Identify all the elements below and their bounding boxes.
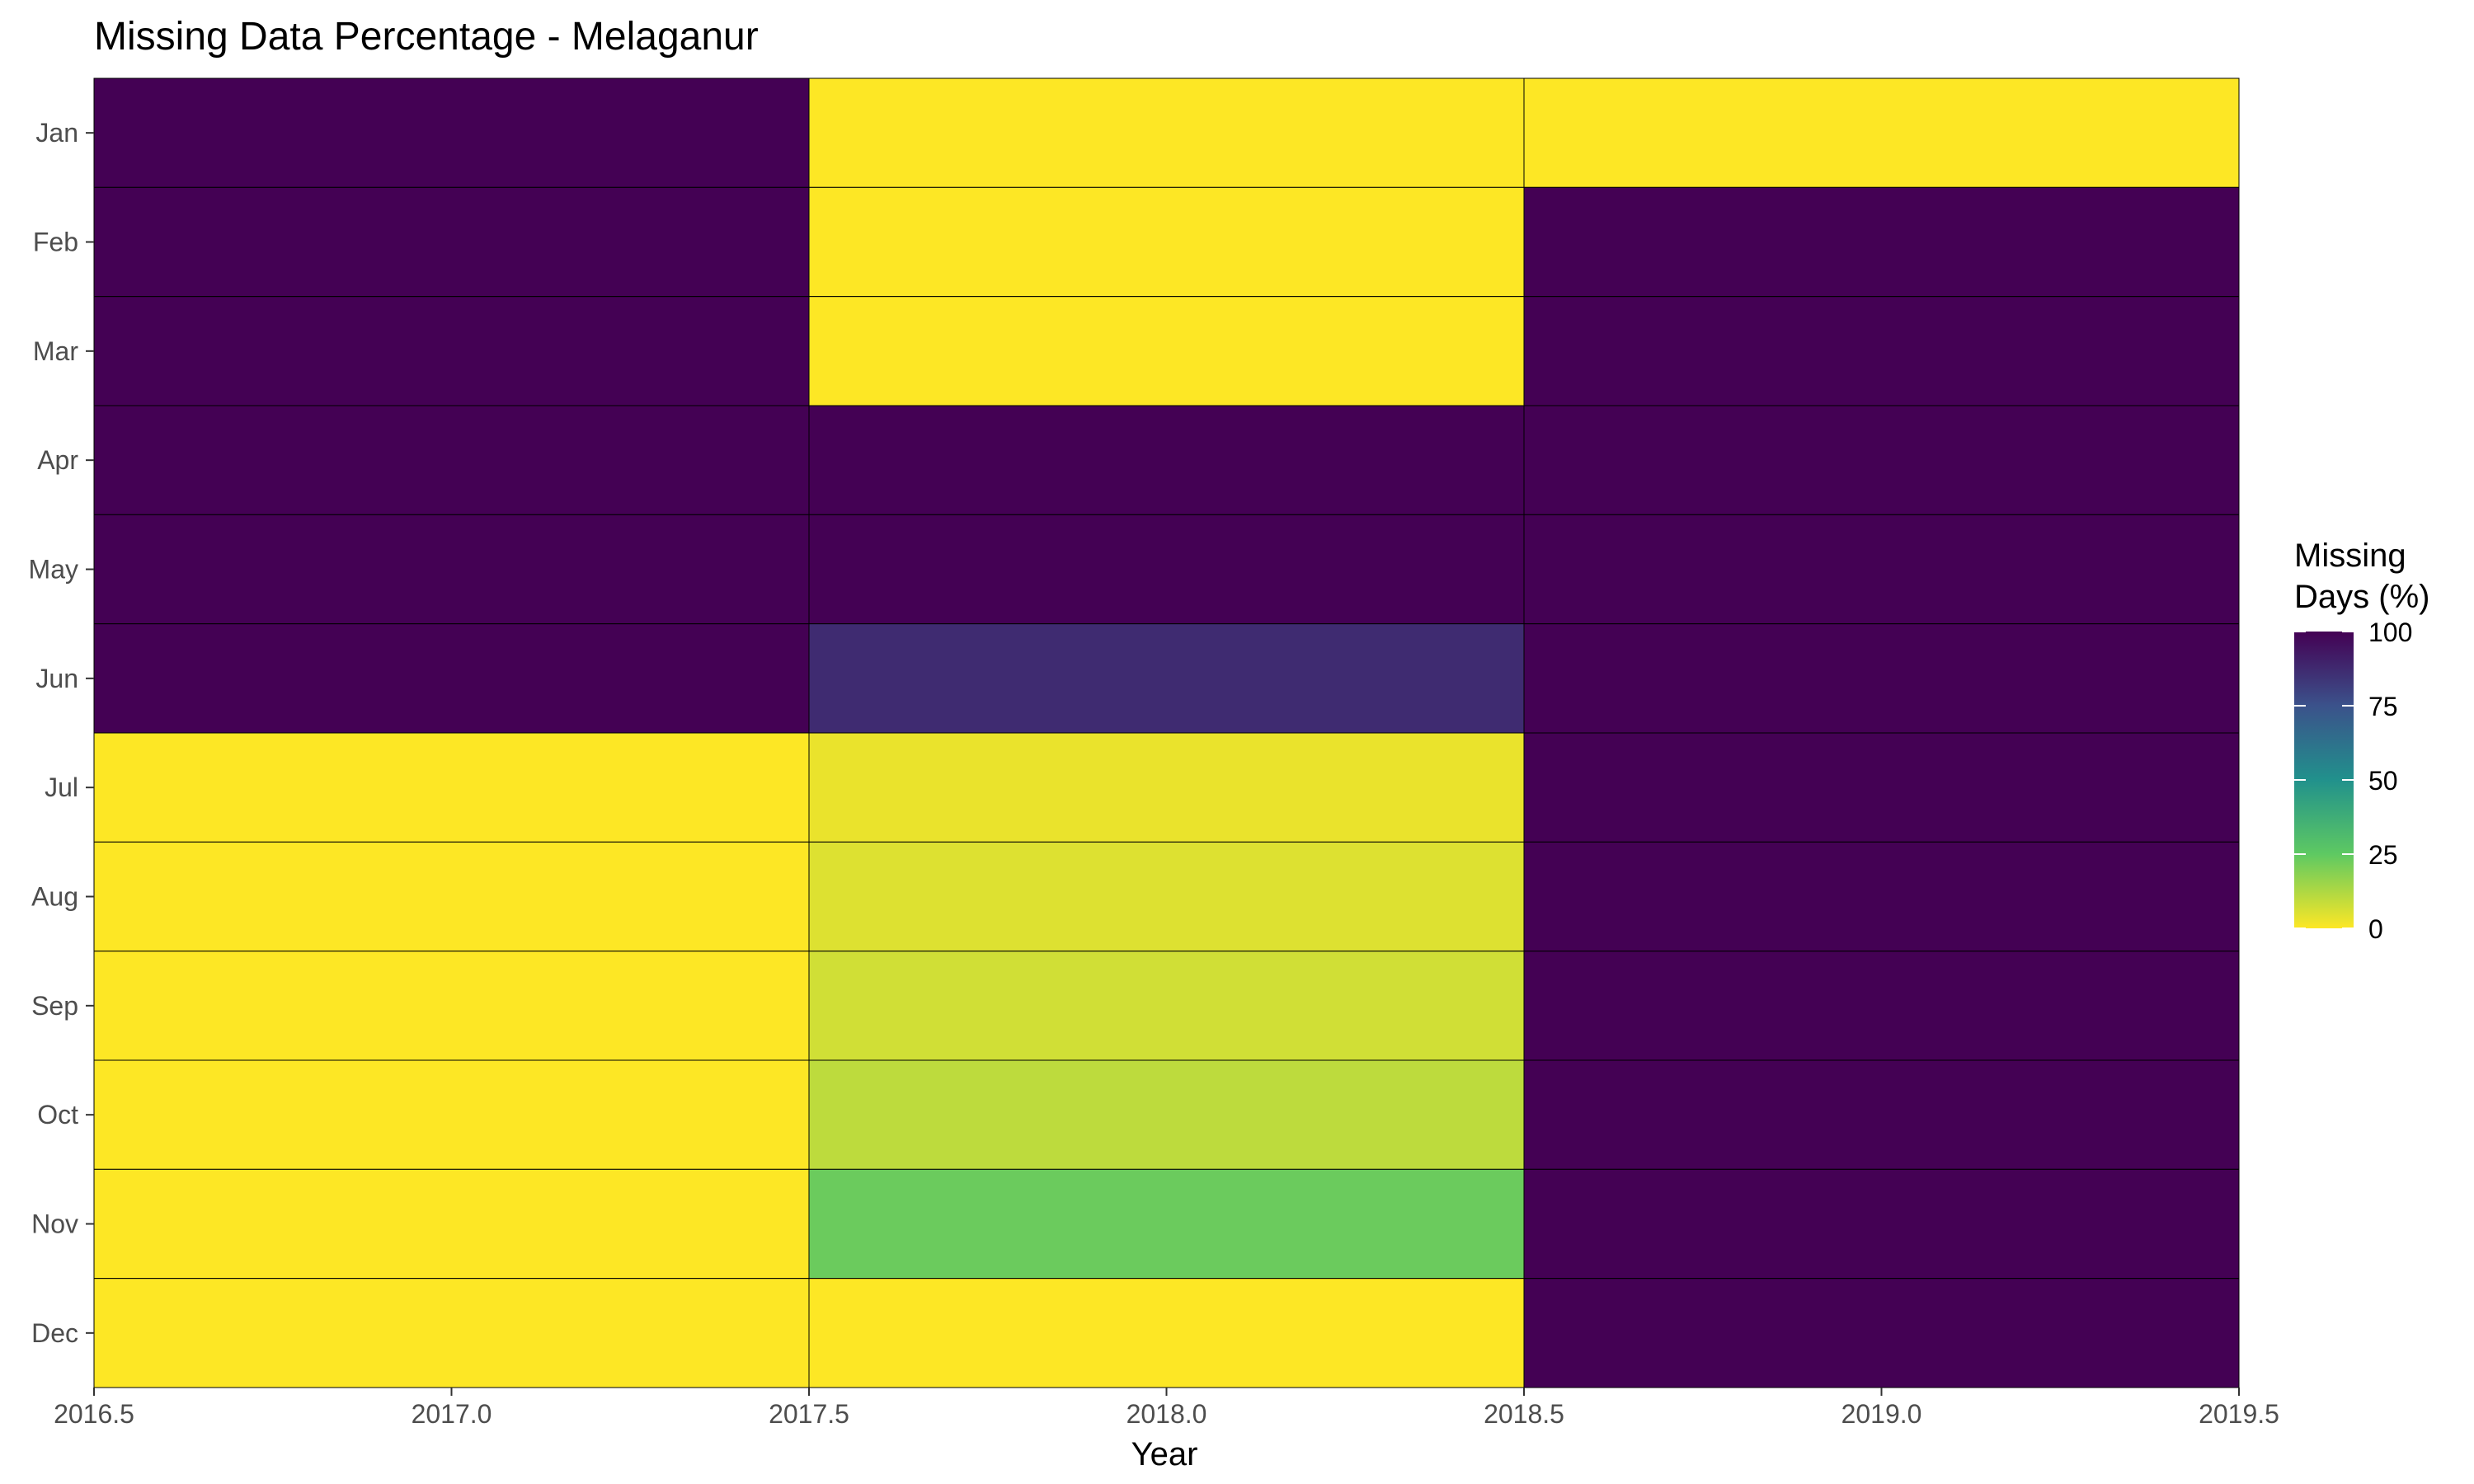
x-tick-label: 2018.5 [1484,1399,1564,1429]
y-tick-label: May [29,555,78,585]
x-axis: 2016.5 2017.0 2017.5 2018.0 2018.5 2019.0 2019… [54,1388,2279,1429]
legend-tick-label: 75 [2368,692,2398,721]
x-tick-label: 2018.0 [1126,1399,1207,1429]
heatmap-cell [808,841,1525,952]
heatmap-cell [93,1168,810,1280]
heatmap-cell [93,186,810,298]
heatmap-cell [808,951,1525,1061]
heatmap-cell [93,1059,810,1170]
heatmap-cell [1523,1278,2240,1388]
x-axis-title: Year [1131,1436,1198,1472]
x-tick-label: 2019.0 [1841,1399,1922,1429]
heatmap-cell [93,951,810,1061]
y-tick-label: Jun [35,664,78,693]
heatmap-cell [93,296,810,406]
heatmap-cell [1523,841,2240,952]
legend-title-line-2: Days (%) [2294,579,2429,615]
heatmap-cells [93,77,2240,1388]
heatmap-cell [808,186,1525,298]
heatmap-cell [93,623,810,734]
heatmap-cell [1523,77,2240,188]
legend-title-line-1: Missing [2294,538,2406,574]
heatmap-cell [93,77,810,188]
y-tick-label: Jan [35,118,78,148]
heatmap-cell [93,1278,810,1388]
heatmap-cell [808,405,1525,515]
legend-tick-label: 100 [2368,618,2412,647]
heatmap-cell [93,732,810,843]
legend-tick-label: 25 [2368,840,2398,870]
x-tick-label: 2017.5 [769,1399,849,1429]
heatmap-cell [1523,623,2240,734]
heatmap-cell [808,623,1525,734]
heatmap-cell [1523,186,2240,298]
y-tick-label: Sep [31,991,78,1021]
heatmap-cell [93,405,810,515]
y-tick-label: Aug [31,882,78,912]
heatmap-cell [1523,1168,2240,1280]
chart-title: Missing Data Percentage - Melaganur [94,15,759,59]
heatmap-cell [1523,296,2240,406]
legend-ticks: 100 75 50 25 0 [2294,618,2412,944]
heatmap-cell [1523,405,2240,515]
y-tick-label: Dec [31,1318,78,1348]
heatmap-cell [1523,732,2240,843]
y-tick-label: Apr [37,445,78,475]
heatmap-cell [808,514,1525,625]
legend-tick-label: 50 [2368,766,2398,796]
heatmap-cell [1523,514,2240,625]
heatmap-cell [808,1059,1525,1170]
heatmap-cell [93,841,810,952]
y-axis: Jan Feb Mar Apr May Jun Jul Aug Sep Oct Nov Dec [29,118,94,1348]
heatmap-cell [1523,951,2240,1061]
x-tick-label: 2016.5 [54,1399,134,1429]
y-tick-label: Nov [31,1209,78,1239]
legend-tick-label: 0 [2368,914,2383,944]
legend: Missing Days (%) 100 75 50 25 0 [2294,538,2429,944]
heatmap-cell [808,1278,1525,1388]
y-tick-label: Mar [33,336,78,366]
y-tick-label: Oct [37,1100,78,1129]
x-tick-label: 2017.0 [412,1399,492,1429]
y-tick-label: Feb [33,228,78,257]
heatmap-cell [808,1168,1525,1280]
y-tick-label: Jul [45,773,78,802]
heatmap-cell [808,77,1525,188]
heatmap-cell [808,296,1525,406]
heatmap-cell [93,514,810,625]
x-tick-label: 2019.5 [2199,1399,2279,1429]
heatmap-cell [1523,1059,2240,1170]
heatmap-cell [808,732,1525,843]
